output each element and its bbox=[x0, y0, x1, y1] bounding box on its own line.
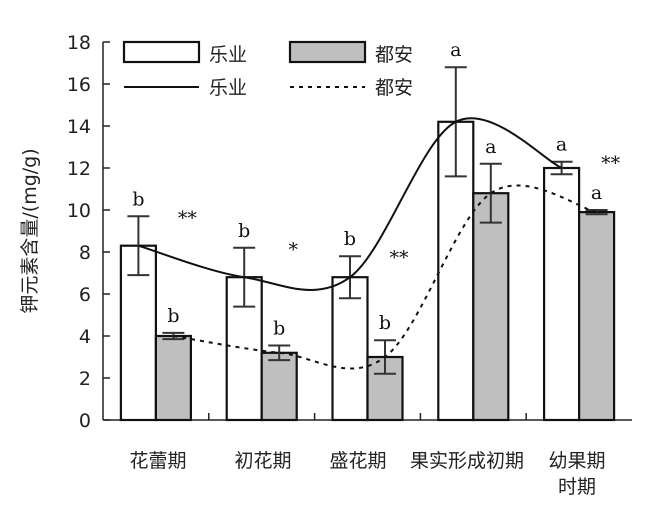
significance-stars: ** bbox=[601, 153, 621, 175]
x-tick-label: 果实形成初期 bbox=[410, 450, 524, 472]
legend-swatch bbox=[288, 40, 367, 64]
significance-letter: a bbox=[485, 136, 496, 158]
bar bbox=[260, 351, 298, 422]
trend-line bbox=[138, 117, 563, 291]
x-tick-label: 时期 bbox=[558, 476, 596, 498]
y-tick-label: 16 bbox=[67, 74, 91, 96]
significance-letter: a bbox=[591, 182, 602, 204]
y-tick-label: 12 bbox=[67, 158, 91, 180]
significance-letter: b bbox=[379, 312, 391, 334]
bar bbox=[577, 211, 616, 422]
bar bbox=[154, 334, 192, 422]
bar bbox=[472, 192, 510, 422]
y-tick-label: 6 bbox=[79, 284, 91, 306]
y-tick-label: 18 bbox=[67, 32, 91, 54]
legend-label: 都安 bbox=[375, 44, 413, 66]
y-tick-label: 0 bbox=[79, 410, 91, 432]
x-tick-label: 盛花期 bbox=[329, 450, 386, 472]
legend-label: 乐业 bbox=[209, 44, 247, 66]
bar bbox=[542, 166, 581, 422]
legend-swatch bbox=[122, 40, 201, 64]
significance-letter: b bbox=[344, 228, 356, 250]
significance-letter: a bbox=[450, 39, 461, 61]
significance-letter: b bbox=[132, 188, 144, 210]
significance-stars: ** bbox=[390, 247, 410, 269]
significance-letter: b bbox=[273, 317, 285, 339]
legend-label: 乐业 bbox=[209, 77, 247, 99]
bar bbox=[331, 276, 369, 422]
bars bbox=[119, 66, 616, 422]
significance-letter: b bbox=[238, 220, 250, 242]
y-tick-label: 4 bbox=[79, 326, 91, 348]
y-tick-label: 2 bbox=[79, 368, 91, 390]
y-tick-label: 8 bbox=[79, 242, 91, 264]
trend-line bbox=[173, 184, 597, 370]
x-tick-label: 花蕾期 bbox=[129, 450, 186, 472]
significance-letter: b bbox=[167, 305, 179, 327]
significance-stars: * bbox=[288, 239, 298, 261]
significance-stars: ** bbox=[178, 207, 198, 229]
significance-letter: a bbox=[556, 134, 567, 156]
x-tick-label: 初花期 bbox=[234, 450, 291, 472]
legend-label: 都安 bbox=[375, 77, 413, 99]
y-tick-label: 14 bbox=[67, 116, 91, 138]
x-tick-label: 幼果期 bbox=[548, 450, 605, 472]
y-tick-label: 10 bbox=[67, 200, 91, 222]
y-axis-label: 钾元素含量/(mg/g) bbox=[19, 148, 41, 313]
trend-lines bbox=[138, 117, 597, 370]
